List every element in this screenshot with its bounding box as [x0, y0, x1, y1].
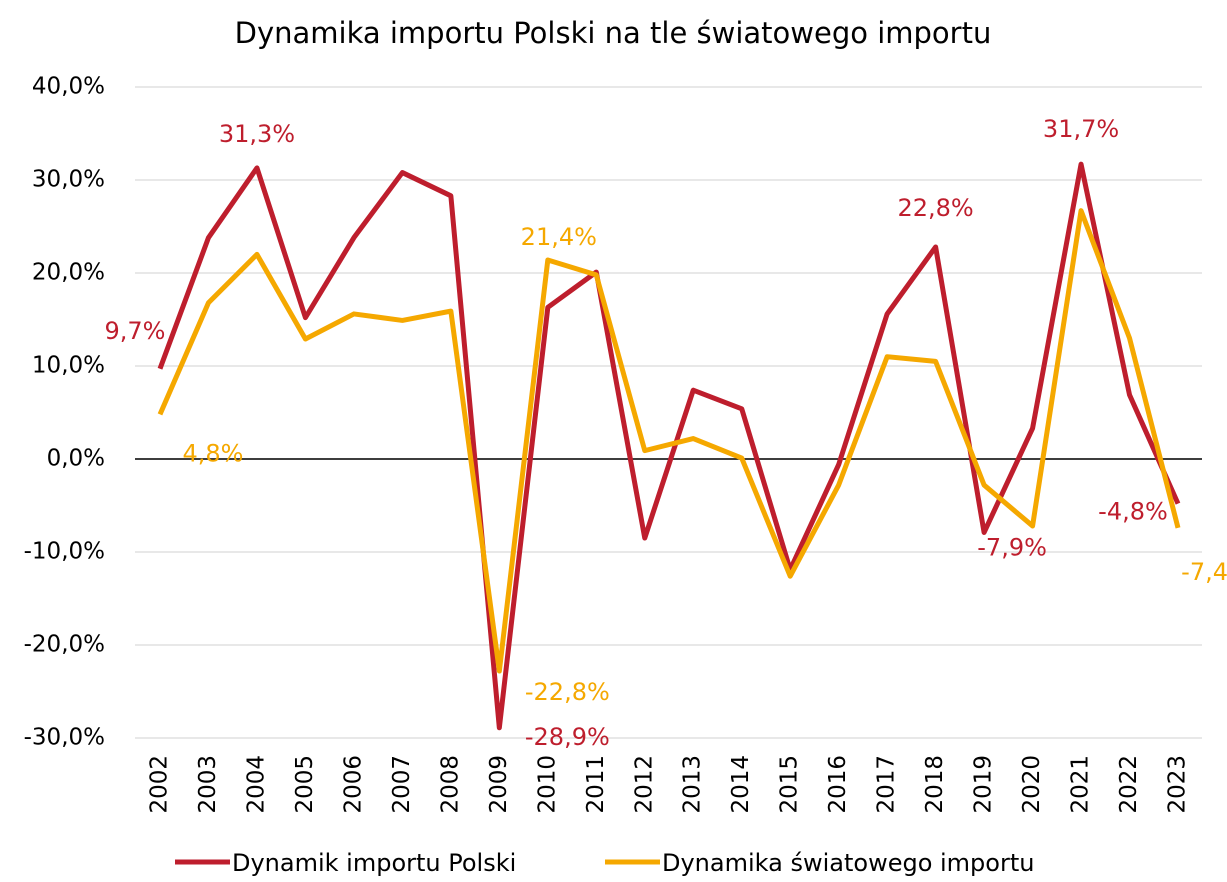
y-tick-label: -10,0% [24, 539, 105, 565]
x-tick-label: 2021 [1068, 755, 1094, 814]
x-tick-label: 2006 [340, 755, 366, 814]
y-tick-label: -30,0% [24, 725, 105, 751]
data-label: 21,4% [521, 223, 597, 251]
x-tick-label: 2005 [292, 755, 318, 814]
x-tick-label: 2009 [486, 755, 512, 814]
data-label: -7,9% [977, 533, 1047, 561]
data-label: 9,7% [105, 317, 166, 345]
data-label: 4,8% [183, 439, 244, 467]
x-tick-label: 2003 [195, 755, 221, 814]
data-label: -28,9% [525, 723, 610, 751]
series-line [157, 208, 1181, 674]
x-tick-label: 2011 [583, 755, 609, 814]
x-tick-label: 2008 [437, 755, 463, 814]
x-tick-label: 2019 [971, 755, 997, 814]
x-tick-label: 2017 [874, 755, 900, 814]
y-tick-label: -20,0% [24, 632, 105, 658]
x-tick-label: 2007 [389, 755, 415, 814]
data-label: 22,8% [897, 194, 973, 222]
x-tick-label: 2022 [1116, 755, 1142, 814]
x-tick-label: 2002 [147, 755, 173, 814]
y-tick-label: 10,0% [32, 353, 105, 379]
x-tick-label: 2013 [680, 755, 706, 814]
x-tick-label: 2010 [534, 755, 560, 814]
x-tick-label: 2016 [825, 755, 851, 814]
legend-label: Dynamika światowego importu [662, 849, 1034, 877]
data-label: -22,8% [525, 678, 610, 706]
data-label: 31,3% [219, 120, 295, 148]
legend-label: Dynamik importu Polski [232, 849, 516, 877]
y-tick-label: 40,0% [32, 74, 105, 100]
data-label: -7,4% [1181, 558, 1227, 586]
y-tick-label: 30,0% [32, 167, 105, 193]
x-tick-label: 2020 [1019, 755, 1045, 814]
x-tick-label: 2015 [777, 755, 803, 814]
data-label: -4,8% [1098, 498, 1168, 526]
x-tick-label: 2023 [1165, 755, 1191, 814]
x-tick-label: 2014 [728, 755, 754, 814]
series-line [157, 161, 1181, 731]
x-tick-label: 2018 [922, 755, 948, 814]
y-tick-label: 20,0% [32, 260, 105, 286]
chart-title: Dynamika importu Polski na tle światoweg… [235, 16, 992, 50]
y-tick-label: 0,0% [47, 446, 105, 472]
x-tick-label: 2004 [243, 755, 269, 814]
data-label: 31,7% [1043, 115, 1119, 143]
x-tick-label: 2012 [631, 755, 657, 814]
